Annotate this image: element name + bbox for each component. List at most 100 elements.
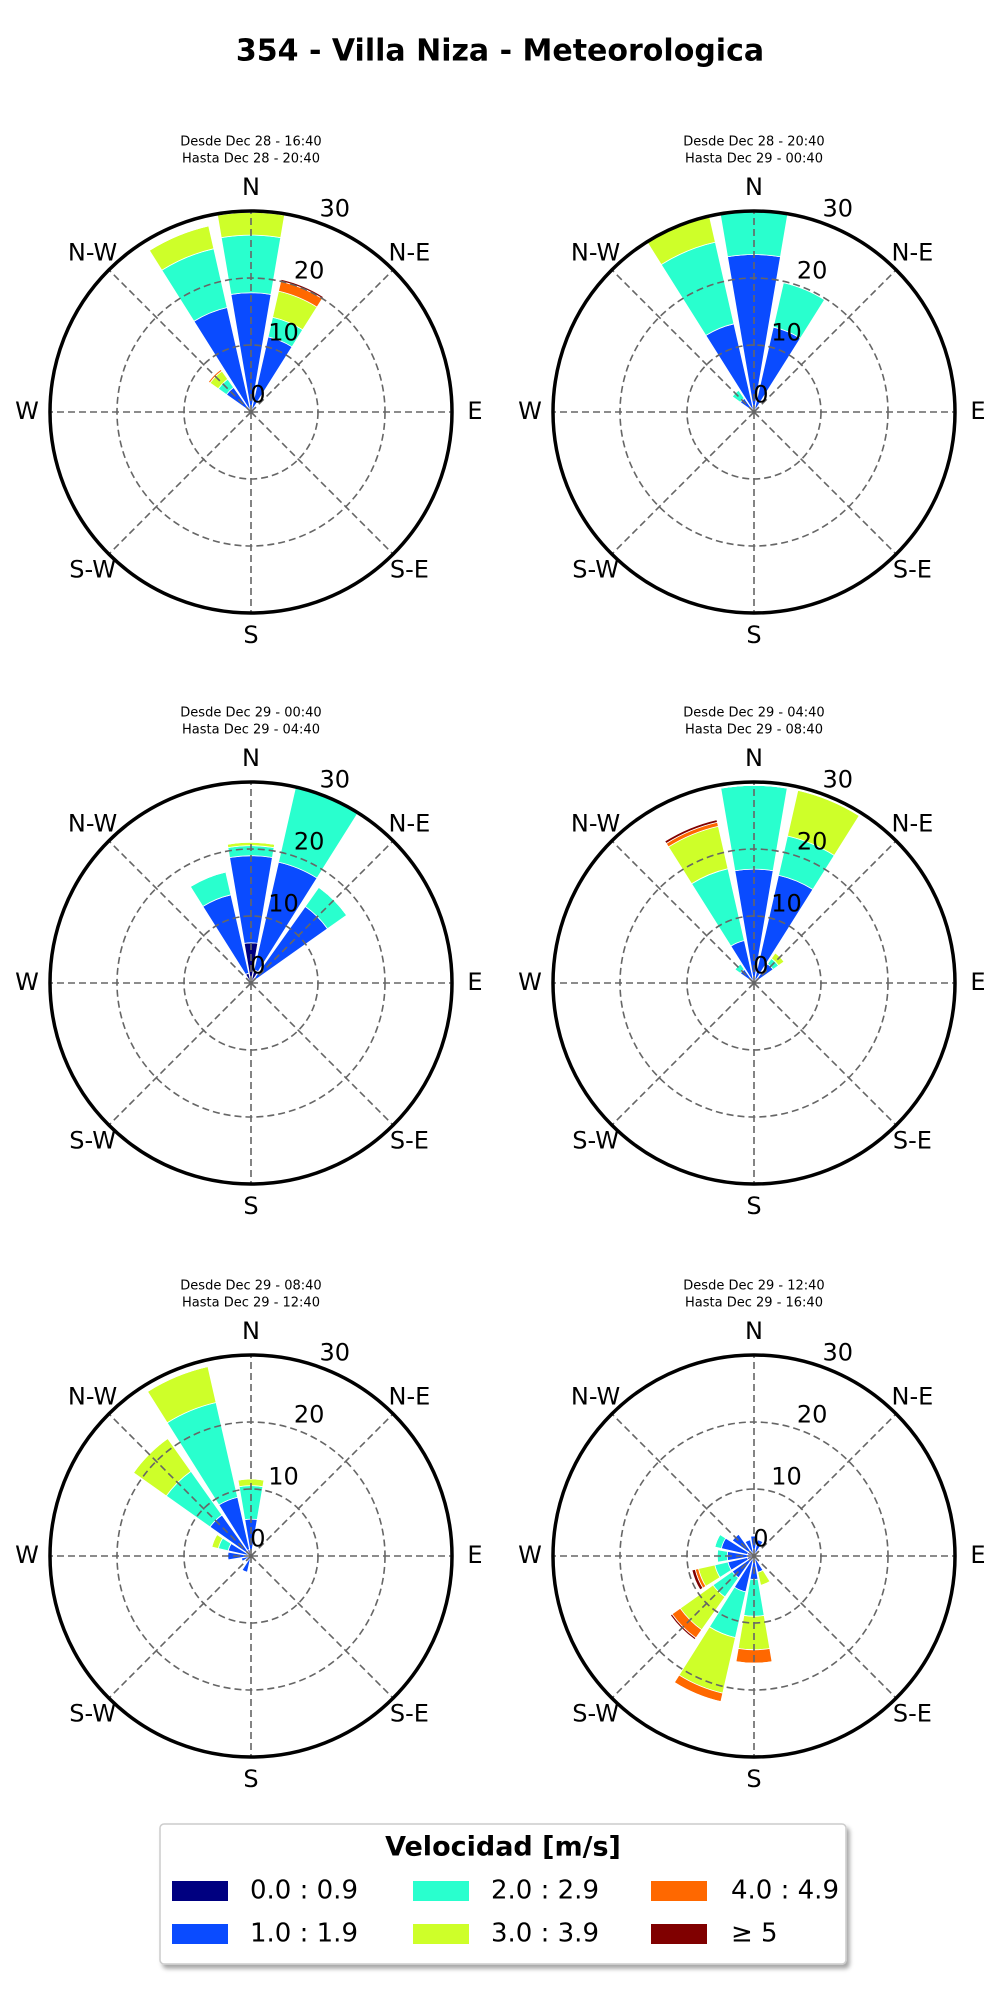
- radial-tick-label: 30: [320, 195, 351, 223]
- radial-tick-label: 10: [268, 1462, 299, 1490]
- legend-swatch: [413, 1924, 469, 1944]
- direction-label: N-W: [571, 1383, 620, 1411]
- direction-label: N-W: [571, 239, 620, 267]
- direction-label: N: [745, 744, 763, 772]
- direction-label: N-W: [68, 1383, 117, 1411]
- legend-title: Velocidad [m/s]: [385, 1832, 621, 1863]
- radial-tick-label: 30: [320, 1339, 351, 1367]
- direction-label: W: [518, 1541, 542, 1569]
- radial-tick-label: 20: [797, 1401, 828, 1429]
- radial-tick-label: 0: [753, 1524, 768, 1552]
- direction-label: N: [745, 173, 763, 201]
- legend-swatch: [651, 1881, 707, 1901]
- radial-tick-label: 10: [268, 318, 299, 346]
- subplot-subtitle: Hasta Dec 29 - 08:40: [685, 723, 823, 738]
- direction-label: S-E: [893, 1699, 932, 1727]
- direction-label: E: [467, 1541, 482, 1569]
- direction-label: S-W: [572, 555, 619, 583]
- direction-label: S: [243, 1765, 258, 1793]
- radial-tick-label: 10: [771, 889, 802, 917]
- legend-label: 3.0 : 3.9: [491, 1919, 599, 1949]
- subplot-title: Desde Dec 29 - 12:40: [683, 1279, 824, 1294]
- legend-label: 0.0 : 0.9: [250, 1876, 358, 1906]
- direction-label: S-E: [390, 1699, 429, 1727]
- radial-tick-label: 30: [823, 195, 854, 223]
- direction-label: S-E: [390, 555, 429, 583]
- radial-tick-label: 10: [771, 1462, 802, 1490]
- direction-label: N: [242, 744, 260, 772]
- direction-label: W: [518, 968, 542, 996]
- direction-label: S: [746, 1192, 761, 1220]
- direction-label: N-W: [68, 810, 117, 838]
- direction-label: W: [15, 397, 39, 425]
- direction-label: W: [15, 968, 39, 996]
- direction-label: S-W: [69, 1126, 116, 1154]
- radial-tick-label: 30: [823, 1339, 854, 1367]
- legend-swatch: [651, 1924, 707, 1944]
- subplot-title: Desde Dec 29 - 04:40: [683, 706, 824, 721]
- subplot-subtitle: Hasta Dec 28 - 20:40: [182, 152, 320, 167]
- direction-label: S-E: [893, 1126, 932, 1154]
- direction-label: S-W: [69, 555, 116, 583]
- direction-label: N: [745, 1317, 763, 1345]
- direction-label: N-E: [892, 1383, 934, 1411]
- direction-label: S: [746, 621, 761, 649]
- subplot-subtitle: Hasta Dec 29 - 04:40: [182, 723, 320, 738]
- radial-tick-label: 20: [294, 1401, 325, 1429]
- direction-label: S-W: [69, 1699, 116, 1727]
- direction-label: N: [242, 1317, 260, 1345]
- direction-label: S: [243, 1192, 258, 1220]
- direction-label: N-E: [389, 810, 431, 838]
- radial-tick-label: 0: [250, 951, 265, 979]
- radial-tick-label: 0: [753, 380, 768, 408]
- legend-label: 2.0 : 2.9: [491, 1876, 599, 1906]
- direction-label: N-E: [389, 1383, 431, 1411]
- direction-label: S: [746, 1765, 761, 1793]
- figure-title: 354 - Villa Niza - Meteorologica: [236, 34, 764, 69]
- subplot-subtitle: Hasta Dec 29 - 00:40: [685, 152, 823, 167]
- subplot-subtitle: Hasta Dec 29 - 12:40: [182, 1296, 320, 1311]
- radial-tick-label: 20: [294, 257, 325, 285]
- radial-tick-label: 20: [294, 828, 325, 856]
- direction-label: N-E: [892, 239, 934, 267]
- direction-label: W: [518, 397, 542, 425]
- direction-label: S-E: [893, 555, 932, 583]
- subplot-title: Desde Dec 28 - 16:40: [180, 135, 321, 150]
- subplot-title: Desde Dec 28 - 20:40: [683, 135, 824, 150]
- direction-label: N-E: [389, 239, 431, 267]
- legend-swatch: [172, 1881, 228, 1901]
- radial-tick-label: 20: [797, 828, 828, 856]
- legend-swatch: [172, 1924, 228, 1944]
- radial-tick-label: 20: [797, 257, 828, 285]
- radial-tick-label: 10: [268, 889, 299, 917]
- direction-label: S: [243, 621, 258, 649]
- radial-tick-label: 0: [753, 951, 768, 979]
- direction-label: E: [467, 968, 482, 996]
- legend-label: 4.0 : 4.9: [731, 1876, 839, 1906]
- direction-label: E: [970, 397, 985, 425]
- direction-label: S-W: [572, 1126, 619, 1154]
- direction-label: S-E: [390, 1126, 429, 1154]
- direction-label: S-W: [572, 1699, 619, 1727]
- direction-label: N-W: [68, 239, 117, 267]
- subplot-subtitle: Hasta Dec 29 - 16:40: [685, 1296, 823, 1311]
- direction-label: N-E: [892, 810, 934, 838]
- direction-label: N-W: [571, 810, 620, 838]
- direction-label: E: [467, 397, 482, 425]
- radial-tick-label: 30: [823, 766, 854, 794]
- direction-label: N: [242, 173, 260, 201]
- direction-label: E: [970, 1541, 985, 1569]
- legend-label: 1.0 : 1.9: [250, 1919, 358, 1949]
- subplot-title: Desde Dec 29 - 00:40: [180, 706, 321, 721]
- radial-tick-label: 0: [250, 1524, 265, 1552]
- radial-tick-label: 30: [320, 766, 351, 794]
- radial-tick-label: 0: [250, 380, 265, 408]
- legend-label: ≥ 5: [731, 1919, 778, 1949]
- subplot-title: Desde Dec 29 - 08:40: [180, 1279, 321, 1294]
- direction-label: E: [970, 968, 985, 996]
- direction-label: W: [15, 1541, 39, 1569]
- legend-swatch: [413, 1881, 469, 1901]
